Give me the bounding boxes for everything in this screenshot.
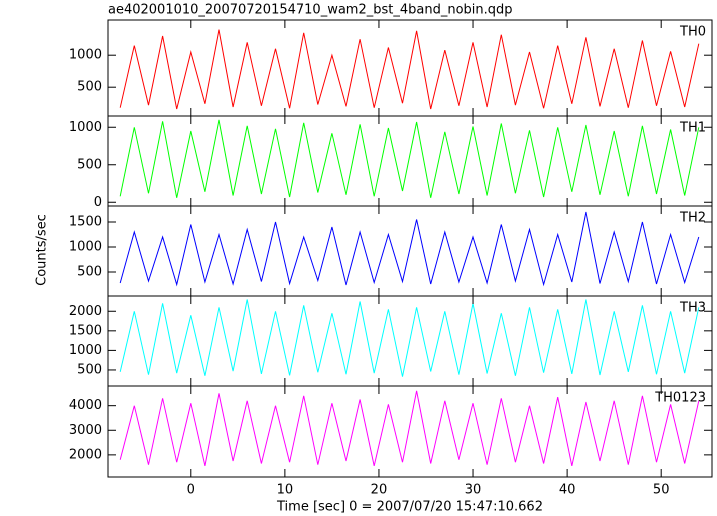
x-tick-label: 10 <box>277 483 294 498</box>
y-tick-label: 500 <box>77 265 102 280</box>
x-tick-label: 40 <box>559 483 576 498</box>
series-label: TH0123 <box>654 391 706 406</box>
y-tick-label: 1000 <box>69 120 102 135</box>
x-tick-label: 50 <box>653 483 670 498</box>
y-tick-label: 2000 <box>69 304 102 319</box>
y-tick-label: 500 <box>77 157 102 172</box>
y-tick-label: 1000 <box>69 240 102 255</box>
y-axis-label: Counts/sec <box>35 214 50 286</box>
series-label: TH0 <box>679 25 706 40</box>
y-tick-label: 1000 <box>69 48 102 63</box>
series-line <box>119 211 700 287</box>
y-tick-label: 0 <box>94 195 102 210</box>
y-tick-label: 500 <box>77 80 102 95</box>
series-label: TH2 <box>679 211 706 226</box>
y-tick-label: 500 <box>77 362 102 377</box>
y-tick-label: 1500 <box>69 323 102 338</box>
x-tick-label: 20 <box>371 483 388 498</box>
series-line <box>119 29 700 110</box>
series-line <box>119 299 700 377</box>
x-tick-label: 0 <box>187 483 195 498</box>
y-tick-label: 4000 <box>69 398 102 413</box>
series-line <box>119 390 700 467</box>
y-tick-label: 2000 <box>69 447 102 462</box>
series-line <box>119 119 700 198</box>
y-tick-label: 3000 <box>69 423 102 438</box>
chart-title: ae402001010_20070720154710_wam2_bst_4ban… <box>108 3 513 18</box>
series-label: TH1 <box>679 121 706 136</box>
panel-frame <box>107 385 713 478</box>
y-tick-label: 1500 <box>69 215 102 230</box>
x-axis-label: Time [sec] 0 = 2007/07/20 15:47:10.662 <box>276 500 543 515</box>
series-label: TH3 <box>679 301 706 316</box>
x-tick-label: 30 <box>465 483 482 498</box>
y-tick-label: 1000 <box>69 343 102 358</box>
